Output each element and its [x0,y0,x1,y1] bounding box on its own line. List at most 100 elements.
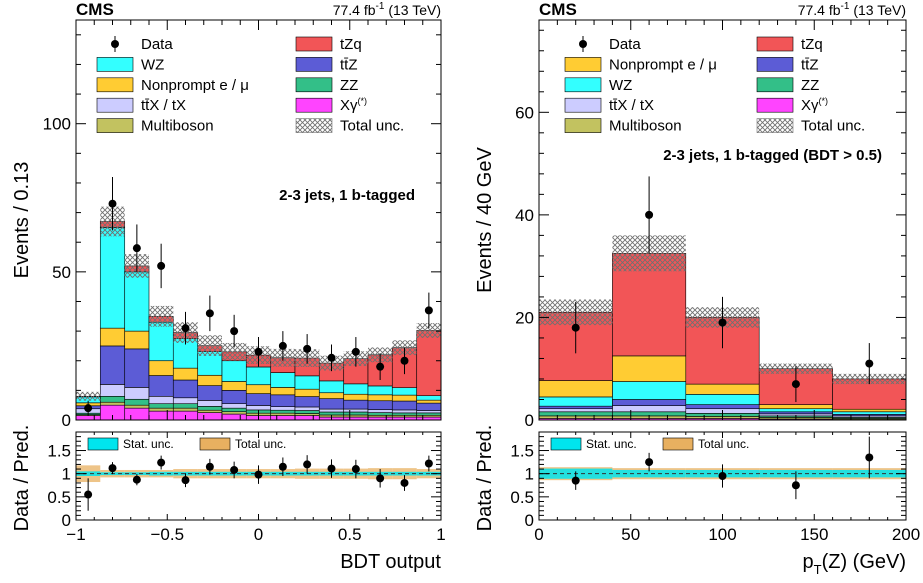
bar-Xgamma-bin-3 [148,410,174,421]
ratio-point-bin-5 [205,462,214,471]
total-unc-band-bin-3 [149,305,174,327]
data-point-bin-10 [327,353,336,362]
ratio-point-bin-8 [278,462,287,471]
bar-WZ-bin-7 [245,366,272,386]
bar-Nonprompt-bin-11 [343,393,369,401]
main-ytick-label: 50 [52,263,71,282]
bar-ZZ-bin-11 [343,411,369,416]
bar-ttX-bin-0 [538,408,613,413]
bar-ttZ-bin-6 [221,390,247,405]
legend-swatch-Nonprompt [96,77,134,93]
bar-ttZ-bin-4 [172,379,199,399]
bar-WZ-bin-10 [318,380,345,394]
bar-Multiboson-bin-9 [294,413,320,416]
xtick-label: 100 [708,525,736,544]
bar-WZ-bin-12 [367,385,393,396]
legend-label-Nonprompt: Nonprompt e / μ [141,77,249,94]
ratio-plot-frame [538,431,907,521]
legend-text: Xγ [340,97,358,114]
legend-swatch-tZq [295,36,333,52]
legend-label-ttZ: tt̄Z [801,56,819,73]
region-label: 2-3 jets, 1 b-tagged [279,187,415,204]
ratio-point-bin-2 [718,472,727,480]
legend-text: tZq [801,36,823,53]
ratio-point-bin-6 [230,465,239,474]
xtick-label: −1 [66,525,85,544]
bar-WZ-bin-13 [391,387,418,396]
bar-WZ-bin-2 [685,394,760,405]
bar-Nonprompt-bin-5 [197,374,223,386]
lumi-energy: (13 TeV) [384,2,441,18]
bar-Nonprompt-bin-12 [367,394,393,402]
bar-Multiboson-bin-3 [148,407,174,412]
bar-ttX-bin-9 [294,406,320,411]
bar-WZ-bin-1 [99,227,126,329]
data-point-bin-2 [132,244,141,253]
ratio-ytick-label: 1.5 [510,442,534,461]
legend-label-Nonprompt: Nonprompt e / μ [609,56,717,73]
bar-ZZ-bin-8 [270,409,296,414]
ratio-point-bin-12 [376,474,385,483]
lumi-energy: (13 TeV) [849,2,906,18]
legend-swatch-Xgamma [295,97,333,113]
bar-ZZ-bin-14 [416,412,442,416]
data-point-bin-7 [254,347,263,356]
ratio-point-bin-4 [865,453,874,462]
legend-text: tt̄X / tX [609,97,654,114]
bar-Nonprompt-bin-0 [538,380,613,398]
bar-ttZ-bin-7 [245,393,272,406]
ratio-ytick-label: 1 [525,465,534,484]
bar-WZ-bin-2 [124,271,150,332]
bar-ttZ-bin-3 [148,375,174,397]
ratio-point-bin-0 [571,476,580,485]
bar-Xgamma-bin-2 [124,407,150,421]
legend-label-Multiboson: Multiboson [609,118,682,135]
ratio-point-bin-13 [400,478,409,487]
legend-text: Xγ [801,97,819,114]
legend-text: WZ [141,56,164,73]
ratio-legend-swatch-stat [87,437,119,451]
legend-label-ttX: tt̄X / tX [609,97,654,114]
xtick-label: 0 [534,525,543,544]
data-point-bin-4 [181,324,190,333]
bar-ttX-bin-1 [612,405,687,413]
data-point-bin-6 [230,327,239,336]
bar-Nonprompt-bin-2 [685,383,760,395]
bar-ttZ-bin-10 [318,398,345,410]
bar-ttZ-bin-1 [612,399,687,406]
bar-ZZ-bin-13 [391,412,418,416]
bar-Xgamma-bin-8 [270,415,296,421]
bar-Nonprompt-bin-4 [172,367,199,381]
bar-ttX-bin-4 [172,397,199,405]
legend-label-ZZ: ZZ [801,77,819,94]
ratio-ytick-label: 0 [525,511,534,530]
main-ytick-label: 40 [515,206,534,225]
region-label: 2-3 jets, 1 b-tagged (BDT > 0.5) [663,147,882,164]
bar-ttX-bin-5 [197,400,223,407]
legend-label-Xgamma: Xγ(*) [340,96,367,114]
lumi-exponent: -1 [841,1,850,12]
ratio-point-bin-2 [132,475,141,484]
bar-ZZ-bin-12 [367,412,393,416]
data-point-bin-8 [278,341,287,350]
legend-text: Multiboson [609,118,682,135]
legend-swatch-Multiboson [96,118,134,133]
bar-ttX-bin-1 [99,384,126,397]
bar-WZ-bin-3 [148,321,174,362]
ratio-point-bin-0 [84,490,93,499]
legend-text: tt̄X / tX [141,97,186,114]
bar-ttX-bin-14 [416,410,442,414]
x-axis-label: BDT output [340,551,441,573]
ratio-legend-label-total: Total unc. [698,437,749,451]
legend-text: Data [609,36,641,53]
ratio-legend-label-stat: Stat. unc. [586,437,637,451]
legend-label-Data: Data [141,36,173,53]
legend-label-Multiboson: Multiboson [141,118,214,135]
bar-ttX-bin-7 [245,405,272,411]
lumi-value: 77.4 fb [798,2,841,18]
lumi-label: 77.4 fb-1 (13 TeV) [333,1,441,18]
bar-ZZ-bin-2 [124,398,150,406]
ratio-point-bin-9 [303,460,312,469]
legend-swatch-WZ [96,57,134,72]
bar-Multiboson-bin-5 [197,409,223,413]
